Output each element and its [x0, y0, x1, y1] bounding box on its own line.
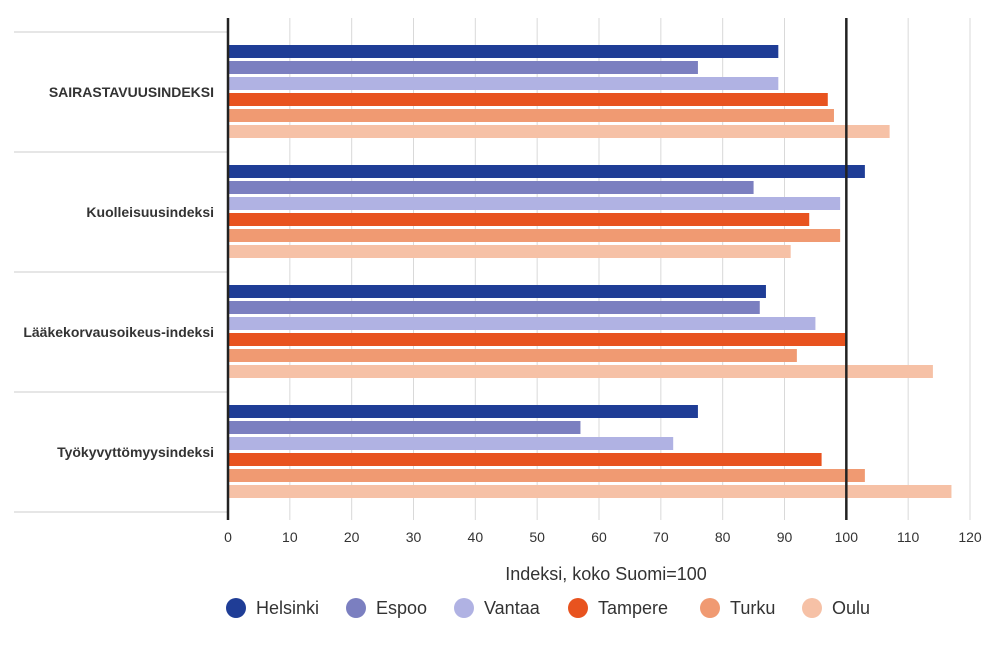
legend-label: Vantaa [484, 598, 541, 618]
bar-espoo-3 [228, 421, 581, 434]
x-tick-labels: 0 10 20 30 40 50 60 70 80 90 100 110 120 [224, 529, 982, 545]
bar-vantaa-2 [228, 317, 816, 330]
bar-vantaa-0 [228, 77, 779, 90]
x-tick-label: 30 [406, 529, 422, 545]
bar-tampere-3 [228, 453, 822, 466]
legend-swatch [802, 598, 822, 618]
legend-swatch [454, 598, 474, 618]
category-labels: SAIRASTAVUUSINDEKSI Kuolleisuusindeksi Lää… [23, 84, 214, 460]
category-label: Lääkekorvausoikeus-indeksi [23, 324, 214, 340]
x-tick-label: 120 [958, 529, 982, 545]
x-tick-label: 70 [653, 529, 669, 545]
x-tick-label: 40 [468, 529, 484, 545]
bar-turku-2 [228, 349, 797, 362]
bar-tampere-0 [228, 93, 828, 106]
x-tick-label: 90 [777, 529, 793, 545]
legend: Helsinki Espoo Vantaa Tampere Turku Oulu [226, 598, 870, 618]
legend-item-turku: Turku [700, 598, 775, 618]
bar-turku-0 [228, 109, 834, 122]
category-separators [14, 31, 228, 513]
bar-tampere-2 [228, 333, 847, 346]
axes [226, 18, 848, 520]
legend-label: Tampere [598, 598, 668, 618]
bar-tampere-1 [228, 213, 810, 226]
bar-turku-1 [228, 229, 841, 242]
x-axis-title: Indeksi, koko Suomi=100 [505, 564, 707, 584]
bar-oulu-1 [228, 245, 791, 258]
legend-label: Helsinki [256, 598, 319, 618]
x-tick-label: 20 [344, 529, 360, 545]
x-tick-label: 110 [897, 529, 920, 545]
bar-oulu-3 [228, 485, 952, 498]
legend-item-helsinki: Helsinki [226, 598, 319, 618]
bar-helsinki-2 [228, 285, 766, 298]
legend-swatch [226, 598, 246, 618]
bar-oulu-0 [228, 125, 890, 138]
legend-label: Turku [730, 598, 775, 618]
legend-label: Espoo [376, 598, 427, 618]
x-tick-label: 100 [835, 529, 859, 545]
bar-espoo-2 [228, 301, 760, 314]
x-tick-label: 80 [715, 529, 731, 545]
legend-item-oulu: Oulu [802, 598, 870, 618]
bar-oulu-2 [228, 365, 933, 378]
bar-turku-3 [228, 469, 865, 482]
legend-item-espoo: Espoo [346, 598, 427, 618]
category-label: Kuolleisuusindeksi [86, 204, 214, 220]
legend-item-tampere: Tampere [568, 598, 668, 618]
legend-swatch [700, 598, 720, 618]
x-tick-label: 60 [591, 529, 607, 545]
legend-label: Oulu [832, 598, 870, 618]
bar-espoo-0 [228, 61, 698, 74]
bar-vantaa-3 [228, 437, 674, 450]
category-label: SAIRASTAVUUSINDEKSI [49, 84, 214, 100]
legend-swatch [346, 598, 366, 618]
bar-helsinki-1 [228, 165, 865, 178]
legend-item-vantaa: Vantaa [454, 598, 541, 618]
bar-helsinki-0 [228, 45, 779, 58]
bar-espoo-1 [228, 181, 754, 194]
x-tick-label: 0 [224, 529, 232, 545]
bars [228, 45, 952, 498]
category-label: Työkyvyttömyysindeksi [57, 444, 214, 460]
bar-helsinki-3 [228, 405, 698, 418]
legend-swatch [568, 598, 588, 618]
x-tick-label: 10 [282, 529, 298, 545]
bar-vantaa-1 [228, 197, 841, 210]
x-tick-label: 50 [529, 529, 545, 545]
